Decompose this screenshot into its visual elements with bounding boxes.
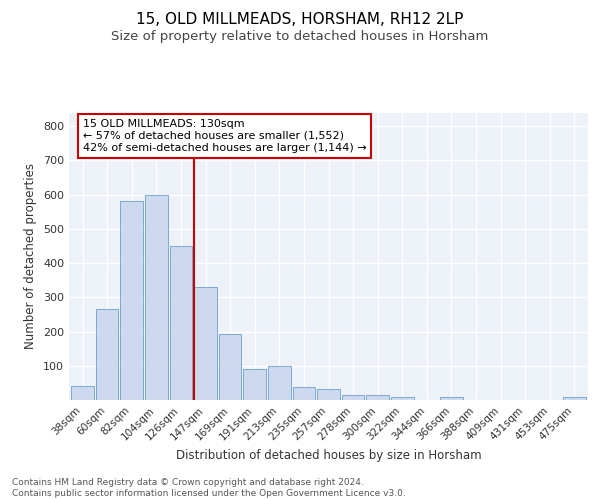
Bar	[194, 287, 217, 400]
Bar	[96, 310, 118, 400]
Bar	[145, 194, 167, 400]
Text: Contains HM Land Registry data © Crown copyright and database right 2024.
Contai: Contains HM Land Registry data © Crown c…	[12, 478, 406, 498]
Bar	[219, 334, 241, 400]
Text: 15 OLD MILLMEADS: 130sqm
← 57% of detached houses are smaller (1,552)
42% of sem: 15 OLD MILLMEADS: 130sqm ← 57% of detach…	[83, 120, 366, 152]
Bar	[71, 386, 94, 400]
Text: 15, OLD MILLMEADS, HORSHAM, RH12 2LP: 15, OLD MILLMEADS, HORSHAM, RH12 2LP	[136, 12, 464, 28]
Bar	[440, 398, 463, 400]
Bar	[268, 366, 290, 400]
Y-axis label: Number of detached properties: Number of detached properties	[25, 163, 37, 350]
Bar	[342, 395, 364, 400]
Bar	[391, 396, 413, 400]
Bar	[121, 201, 143, 400]
Bar	[244, 369, 266, 400]
Text: Size of property relative to detached houses in Horsham: Size of property relative to detached ho…	[112, 30, 488, 43]
Bar	[293, 387, 315, 400]
Bar	[170, 246, 192, 400]
Bar	[563, 398, 586, 400]
X-axis label: Distribution of detached houses by size in Horsham: Distribution of detached houses by size …	[176, 448, 481, 462]
Bar	[367, 395, 389, 400]
Bar	[317, 389, 340, 400]
